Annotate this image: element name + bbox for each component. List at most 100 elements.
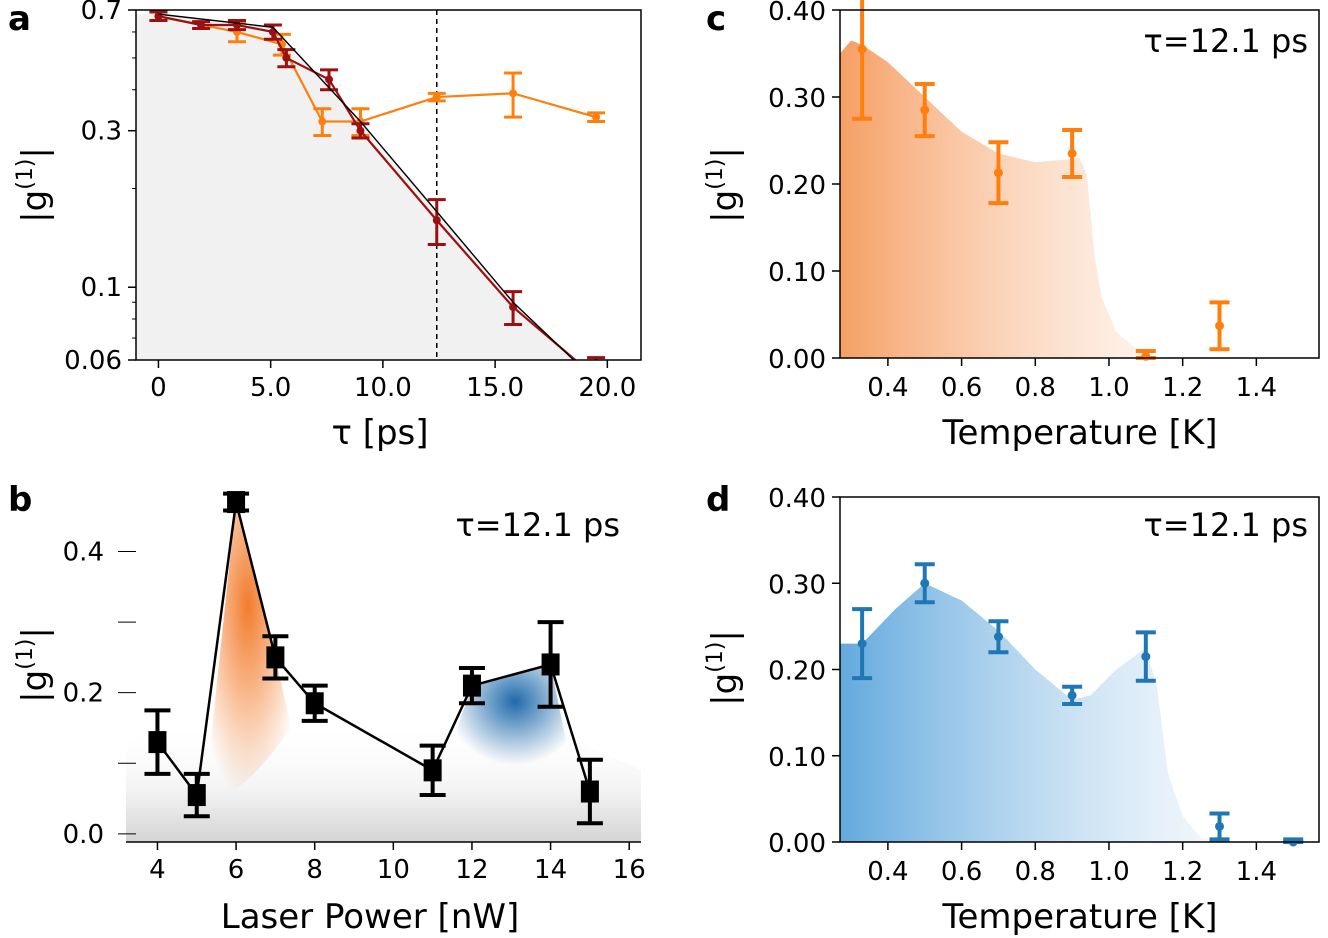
panel-a-chart: 0 5.0 10.0 15.0 20.0 0.7 0.3 0.1 0.06 τ [ps] |g(… (13, 0, 642, 453)
panel-c-point-3-marker (1067, 149, 1077, 159)
panel-b-xlabel: Laser Power [nW] (221, 897, 520, 937)
panel-b-point-5-marker (423, 759, 442, 782)
panel-b-xtick-label-1: 6 (228, 855, 245, 885)
svg-text:|g(1)|: |g(1)| (703, 147, 745, 223)
panel-c-point-4-marker (1141, 351, 1151, 361)
panel-b-xtick-label-4: 12 (455, 855, 488, 885)
panel-label-b: b (8, 480, 32, 520)
panel-a-series-2-line (158, 13, 575, 360)
panel-b-annotation: τ=12.1 ps (456, 506, 620, 544)
panel-d-point-2-marker (993, 632, 1003, 642)
panel-a-series-1-line (158, 15, 578, 360)
panel-b-ytick-label-1: 0.2 (63, 679, 104, 709)
panel-b-point-8-marker (580, 780, 599, 803)
panel-d-xtick-label-5: 1.4 (1236, 857, 1277, 887)
panel-d-xtick-label-1: 0.6 (941, 857, 982, 887)
panel-a-series-1-point-7 (432, 216, 441, 225)
panel-b-point-6-marker (462, 674, 481, 697)
panel-d-ytick-label-0: 0.00 (768, 829, 826, 859)
panel-b-xtick-label-6: 16 (613, 855, 646, 885)
panel-c-ytick-label-3: 0.30 (768, 84, 826, 114)
panel-a-series-0-point-5 (432, 93, 441, 102)
panel-c-xtick-label-1: 0.6 (941, 373, 982, 403)
panel-b-point-2-marker (227, 491, 246, 514)
panel-b-ylabel: |g(1)| (13, 627, 55, 703)
panel-a-series-0-line (158, 15, 597, 123)
panel-d-xtick-label-0: 0.4 (867, 857, 908, 887)
panel-d-point-3-marker (1067, 690, 1077, 700)
panel-a-series-1-point-5 (325, 75, 334, 84)
panel-c-xtick-label-0: 0.4 (867, 373, 908, 403)
panel-c-chart: 0.4 0.6 0.8 1.0 1.2 1.4 0.00 0.10 0.20 0.30 0.40 τ… (703, 0, 1320, 453)
panel-a-xtick-label-2: 10.0 (354, 373, 412, 403)
panel-d-xtick-label-4: 1.2 (1162, 857, 1203, 887)
panel-a-ytick-label-1: 0.3 (81, 117, 122, 147)
panel-b-ytick-label-2: 0.4 (63, 537, 104, 567)
panel-d-chart: 0.4 0.6 0.8 1.0 1.2 1.4 0.00 0.10 0.20 0.30 0.40 τ… (703, 484, 1320, 937)
panel-d-ytick-label-3: 0.30 (768, 570, 826, 600)
svg-text:|g(1)|: |g(1)| (13, 147, 55, 223)
panel-b-point-3-marker (266, 646, 285, 669)
panel-b-point-4-marker (305, 692, 324, 715)
panel-c-annotation: τ=12.1 ps (1144, 22, 1308, 60)
panel-c-point-2-marker (993, 168, 1003, 178)
panel-c-ylabel: |g(1)| (703, 147, 745, 223)
panel-c-ytick-label-0: 0.00 (768, 345, 826, 375)
panel-b-xtick-label-0: 4 (149, 855, 166, 885)
panel-b-point-7-marker (541, 653, 560, 676)
panel-a-series-1-point-6 (356, 126, 365, 135)
panel-a-series-1-point-1 (197, 21, 206, 30)
panel-d-point-4-marker (1141, 652, 1151, 662)
panel-c-point-1-marker (920, 105, 930, 115)
panel-c-ytick-label-2: 0.20 (768, 171, 826, 201)
panel-d-xtick-label-3: 1.0 (1088, 857, 1129, 887)
panel-d-xlabel: Temperature [K] (941, 897, 1217, 937)
panel-b-xtick-label-2: 8 (306, 855, 323, 885)
panel-a-ytick-label-2: 0.1 (81, 273, 122, 303)
panel-a-frame (135, 9, 642, 361)
panel-c-xtick-label-5: 1.4 (1236, 373, 1277, 403)
panel-d-point-0-marker (857, 639, 867, 649)
panel-b-orange-shading (204, 502, 292, 800)
panel-b-xtick-label-3: 10 (377, 855, 410, 885)
panel-label-a: a (8, 0, 31, 39)
panel-d-ytick-label-2: 0.20 (768, 657, 826, 687)
panel-c-xlabel: Temperature [K] (941, 413, 1217, 453)
svg-text:|g(1)|: |g(1)| (703, 630, 745, 706)
panel-b-xtick-label-5: 14 (534, 855, 567, 885)
panel-b-point-0-marker (148, 731, 167, 754)
panel-d-point-5-marker (1215, 821, 1225, 831)
panel-d-annotation: τ=12.1 ps (1144, 506, 1308, 544)
panel-c-point-0-marker (857, 44, 867, 54)
panel-a-xtick-label-0: 0 (150, 373, 167, 403)
panel-a-series-1-point-0 (154, 12, 163, 21)
panel-a-series-0-point-6 (509, 89, 518, 98)
panel-d-shaded-area (840, 583, 1220, 842)
panel-a-xtick-label-3: 15.0 (466, 373, 524, 403)
panel-c-xtick-label-4: 1.2 (1162, 373, 1203, 403)
panel-a-xlabel: τ [ps] (331, 413, 428, 453)
panel-b-point-1-marker (187, 784, 206, 807)
panel-c-xtick-label-2: 0.8 (1015, 373, 1056, 403)
panel-c-xtick-label-3: 1.0 (1088, 373, 1129, 403)
panel-a-series-0-point-7 (592, 113, 601, 122)
panel-b-chart: 4 6 8 10 12 14 16 0.0 0.2 0.4 τ=12.1 ps Laser Pow… (13, 491, 646, 937)
panel-d-ytick-label-4: 0.40 (768, 484, 826, 514)
panel-d-point-1-marker (920, 578, 930, 588)
panel-a-series-1-point-3 (268, 27, 277, 36)
panel-d-ytick-label-1: 0.10 (768, 743, 826, 773)
panel-d-xtick-label-2: 0.8 (1015, 857, 1056, 887)
panel-d-ylabel: |g(1)| (703, 630, 745, 706)
panel-b-ytick-label-0: 0.0 (63, 820, 104, 850)
panel-a-ylabel: |g(1)| (13, 147, 55, 223)
panel-a-xtick-label-4: 20.0 (578, 373, 636, 403)
panel-a-series-1-point-4 (282, 53, 291, 62)
panel-a-ytick-label-0: 0.7 (81, 0, 122, 26)
panel-c-ytick-label-1: 0.10 (768, 258, 826, 288)
panel-label-d: d (706, 480, 730, 520)
panel-c-point-5-marker (1215, 321, 1225, 331)
panel-a-shaded-area (136, 14, 574, 360)
panel-a-xtick-label-1: 5.0 (250, 373, 291, 403)
svg-text:|g(1)|: |g(1)| (13, 627, 55, 703)
